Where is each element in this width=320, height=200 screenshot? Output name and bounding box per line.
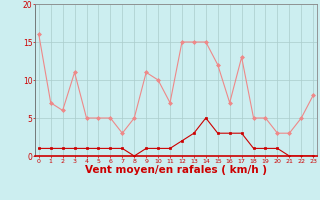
X-axis label: Vent moyen/en rafales ( km/h ): Vent moyen/en rafales ( km/h ) bbox=[85, 165, 267, 175]
